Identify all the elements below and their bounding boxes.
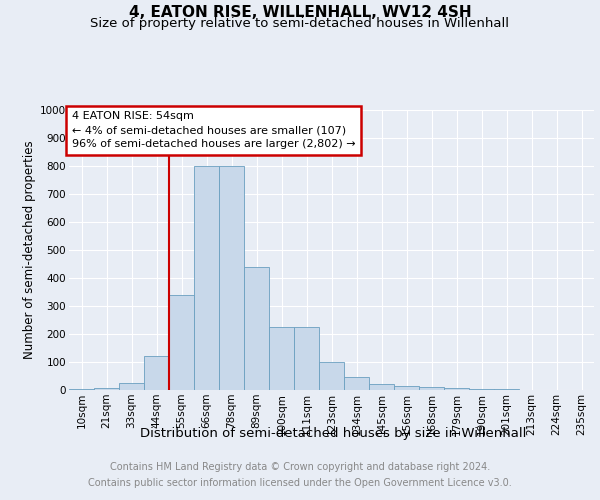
Bar bbox=[119, 383, 144, 390]
Y-axis label: Number of semi-detached properties: Number of semi-detached properties bbox=[23, 140, 36, 360]
Bar bbox=[469, 388, 494, 390]
Bar bbox=[94, 388, 119, 390]
Bar bbox=[169, 295, 194, 390]
Bar bbox=[444, 388, 469, 390]
Bar bbox=[419, 386, 444, 390]
Text: Contains HM Land Registry data © Crown copyright and database right 2024.: Contains HM Land Registry data © Crown c… bbox=[110, 462, 490, 472]
Bar bbox=[269, 327, 294, 390]
Bar bbox=[394, 386, 419, 390]
Bar bbox=[219, 166, 244, 390]
Text: 4 EATON RISE: 54sqm
← 4% of semi-detached houses are smaller (107)
96% of semi-d: 4 EATON RISE: 54sqm ← 4% of semi-detache… bbox=[71, 112, 355, 150]
Bar bbox=[244, 267, 269, 390]
Bar bbox=[144, 356, 169, 390]
Bar bbox=[319, 362, 344, 390]
Text: Size of property relative to semi-detached houses in Willenhall: Size of property relative to semi-detach… bbox=[91, 18, 509, 30]
Bar bbox=[194, 166, 219, 390]
Bar bbox=[69, 389, 94, 390]
Text: 4, EATON RISE, WILLENHALL, WV12 4SH: 4, EATON RISE, WILLENHALL, WV12 4SH bbox=[128, 5, 472, 20]
Bar bbox=[369, 384, 394, 390]
Bar bbox=[344, 377, 369, 390]
Text: Distribution of semi-detached houses by size in Willenhall: Distribution of semi-detached houses by … bbox=[140, 428, 526, 440]
Text: Contains public sector information licensed under the Open Government Licence v3: Contains public sector information licen… bbox=[88, 478, 512, 488]
Bar bbox=[294, 327, 319, 390]
